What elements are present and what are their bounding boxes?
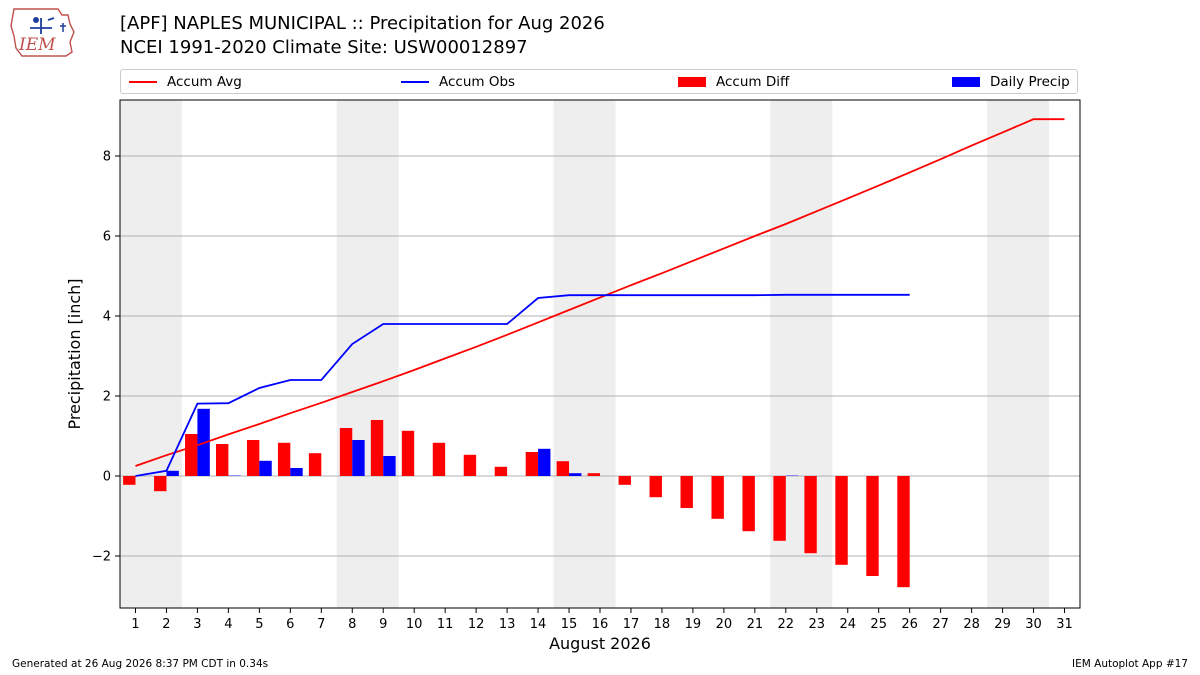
accum-avg-swatch xyxy=(129,81,157,83)
weekend-shade-1 xyxy=(336,100,399,608)
weekend-shade-2 xyxy=(553,100,616,608)
xtick-label-14: 14 xyxy=(530,617,547,632)
accum-diff-bar-day-23 xyxy=(804,476,817,554)
xtick-label-19: 19 xyxy=(685,617,702,632)
x-axis-label: August 2026 xyxy=(549,634,651,653)
xtick-label-8: 8 xyxy=(348,617,356,632)
accum-diff-bar-day-13 xyxy=(494,466,508,476)
legend-accum-avg: Accum Avg xyxy=(129,74,242,90)
y-axis-label: Precipitation [inch] xyxy=(65,278,84,429)
accum-diff-bar-day-6 xyxy=(277,442,291,476)
daily-precip-bar-day-2 xyxy=(166,470,179,476)
accum-diff-bar-day-7 xyxy=(308,453,322,476)
chart-title: [APF] NAPLES MUNICIPAL :: Precipitation … xyxy=(120,12,605,60)
accum-diff-bar-day-16 xyxy=(587,473,600,476)
xtick-label-7: 7 xyxy=(317,617,325,632)
xtick-label-12: 12 xyxy=(468,617,485,632)
accum-diff-bar-day-17 xyxy=(618,476,631,485)
xtick-label-4: 4 xyxy=(224,617,232,632)
accum-diff-bar-day-25 xyxy=(866,476,879,576)
xtick-label-6: 6 xyxy=(286,617,294,632)
legend-accum-diff: Accum Diff xyxy=(678,74,789,90)
accum-diff-swatch xyxy=(678,77,706,87)
accum-diff-bar-day-8 xyxy=(339,428,353,476)
accum-diff-bar-day-12 xyxy=(463,454,477,476)
ytick-label-0: 0 xyxy=(103,470,111,485)
daily-precip-bar-day-6 xyxy=(290,468,303,476)
accum-diff-bar-day-21 xyxy=(742,476,755,532)
daily-precip-bar-day-8 xyxy=(352,440,365,476)
xtick-label-17: 17 xyxy=(623,617,640,632)
accum-diff-bar-day-18 xyxy=(649,476,662,498)
accum-diff-bar-day-19 xyxy=(680,476,693,508)
legend-daily-precip-label: Daily Precip xyxy=(990,74,1070,90)
weekend-shade-4 xyxy=(987,100,1050,608)
ytick-label-2: 2 xyxy=(103,390,111,405)
xtick-label-13: 13 xyxy=(499,617,516,632)
accum-diff-bar-day-5 xyxy=(246,440,260,476)
accum-obs-line xyxy=(135,293,910,477)
accum-diff-bar-day-4 xyxy=(216,444,229,476)
ytick-label-4: 4 xyxy=(103,310,111,325)
accum-avg-line xyxy=(135,118,1065,467)
accum-diff-bar-day-1 xyxy=(123,476,136,485)
accum-diff-bar-day-3 xyxy=(185,434,198,476)
xtick-label-9: 9 xyxy=(379,617,387,632)
xtick-label-30: 30 xyxy=(1025,617,1042,632)
legend: Accum Avg Accum Obs Accum Diff Daily Pre… xyxy=(120,69,1078,94)
xtick-label-26: 26 xyxy=(901,617,918,632)
xtick-label-24: 24 xyxy=(839,617,856,632)
app-label: IEM Autoplot App #17 xyxy=(1072,658,1188,670)
accum-diff-bar-day-14 xyxy=(525,452,539,476)
title-line-1: [APF] NAPLES MUNICIPAL :: Precipitation … xyxy=(120,13,605,34)
legend-accum-avg-label: Accum Avg xyxy=(167,74,242,90)
accum-diff-bar-day-2 xyxy=(154,476,167,492)
ytick-label-6: 6 xyxy=(103,230,111,245)
xtick-label-20: 20 xyxy=(716,617,733,632)
legend-accum-diff-label: Accum Diff xyxy=(716,74,790,90)
xtick-label-16: 16 xyxy=(592,617,609,632)
legend-daily-precip: Daily Precip xyxy=(952,74,1070,90)
accum-diff-bar-day-15 xyxy=(556,461,570,476)
daily-precip-bar-day-14 xyxy=(538,448,551,476)
generated-timestamp: Generated at 26 Aug 2026 8:37 PM CDT in … xyxy=(12,658,269,670)
accum-diff-bar-day-11 xyxy=(432,442,446,476)
xtick-label-21: 21 xyxy=(747,617,764,632)
xtick-label-31: 31 xyxy=(1056,617,1073,632)
xtick-label-18: 18 xyxy=(654,617,671,632)
accum-diff-bar-day-20 xyxy=(711,476,724,519)
xtick-label-29: 29 xyxy=(994,617,1011,632)
xtick-label-25: 25 xyxy=(870,617,887,632)
xtick-label-10: 10 xyxy=(406,617,423,632)
ytick-label--2: −2 xyxy=(92,550,111,565)
xtick-label-2: 2 xyxy=(162,617,170,632)
legend-accum-obs: Accum Obs xyxy=(401,74,515,90)
daily-precip-bar-day-15 xyxy=(569,473,582,476)
title-line-2: NCEI 1991-2020 Climate Site: USW00012897 xyxy=(120,37,528,58)
daily-precip-bar-day-9 xyxy=(383,456,396,476)
xtick-label-27: 27 xyxy=(932,617,949,632)
accum-diff-bar-day-24 xyxy=(835,476,848,565)
xtick-label-5: 5 xyxy=(255,617,263,632)
accum-diff-bar-day-10 xyxy=(401,430,415,476)
xtick-label-15: 15 xyxy=(561,617,578,632)
daily-precip-swatch xyxy=(952,77,980,87)
iem-logo: IEM xyxy=(10,8,75,57)
accum-obs-swatch xyxy=(401,81,429,83)
xtick-label-22: 22 xyxy=(778,617,795,632)
ytick-label-8: 8 xyxy=(103,150,111,165)
xtick-label-23: 23 xyxy=(809,617,826,632)
logo-text: IEM xyxy=(18,35,56,55)
xtick-label-1: 1 xyxy=(131,617,139,632)
accum-diff-bar-day-22 xyxy=(773,476,786,541)
legend-accum-obs-label: Accum Obs xyxy=(439,74,516,90)
daily-precip-bar-day-5 xyxy=(259,460,272,476)
xtick-label-28: 28 xyxy=(963,617,980,632)
xtick-label-11: 11 xyxy=(437,617,454,632)
accum-diff-bar-day-9 xyxy=(370,420,384,476)
weekend-shade-0 xyxy=(120,100,182,608)
xtick-label-3: 3 xyxy=(193,617,201,632)
accum-diff-bar-day-26 xyxy=(897,476,910,588)
